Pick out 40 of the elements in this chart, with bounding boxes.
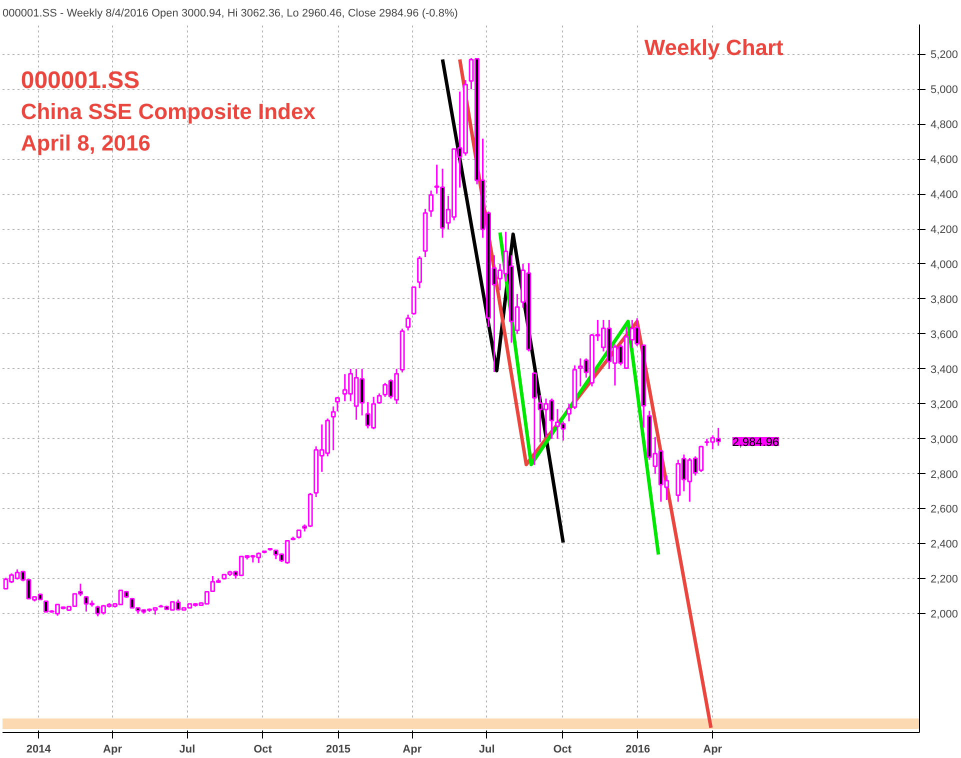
x-tick-label: Oct — [254, 744, 272, 756]
y-tick-label: 2,800 — [930, 468, 958, 481]
y-tick-label: 5,000 — [930, 84, 958, 96]
y-tick-label: 3,200 — [930, 398, 958, 411]
annotation: April 8, 2016 — [20, 130, 150, 156]
y-tick-label: 2,200 — [930, 574, 958, 586]
annotation: 2,984.96 — [732, 434, 780, 449]
x-tick-label: Jul — [179, 744, 196, 756]
x-tick-label: Jul — [478, 744, 495, 756]
y-tick-label: 2,400 — [930, 538, 958, 551]
y-tick-label: 5,200 — [930, 49, 958, 62]
y-tick-label: 4,000 — [930, 258, 958, 271]
y-tick-label: 4,600 — [930, 154, 958, 166]
x-tick-label: Apr — [703, 744, 723, 756]
candlestick — [428, 190, 434, 218]
annotation: China SSE Composite Index — [20, 98, 316, 124]
y-tick-label: 4,400 — [930, 189, 958, 202]
y-tick-label: 3,600 — [930, 328, 958, 341]
annotation: 000001.SS — [20, 66, 140, 94]
candlestick — [330, 406, 336, 451]
y-tick-label: 3,000 — [930, 434, 958, 446]
y-tick-label: 4,800 — [930, 119, 958, 132]
candlestick — [376, 392, 382, 405]
x-tick-label: Oct — [553, 744, 572, 756]
y-tick-label: 2,000 — [930, 608, 958, 621]
chart-title: 000001.SS - Weekly 8/4/2016 Open 3000.94, Hi 3062.36, Lo 2960.46, Close 2984.96 (-0.8%) — [2, 8, 458, 20]
x-tick-label: Apr — [402, 744, 422, 756]
x-tick-label: Apr — [103, 744, 123, 756]
y-tick-label: 4,200 — [930, 224, 958, 236]
candlestick — [406, 314, 411, 332]
x-tick-label: 2015 — [326, 744, 351, 756]
y-tick-label: 3,400 — [930, 364, 958, 376]
y-tick-label: 2,600 — [930, 504, 958, 516]
annotation: Weekly Chart — [644, 35, 784, 60]
x-tick-label: 2016 — [626, 744, 650, 756]
y-tick-label: 3,800 — [930, 294, 958, 306]
candlestick — [417, 255, 422, 289]
line-series — [498, 230, 660, 556]
x-tick-label: 2014 — [26, 744, 52, 756]
candlestick — [566, 403, 572, 422]
